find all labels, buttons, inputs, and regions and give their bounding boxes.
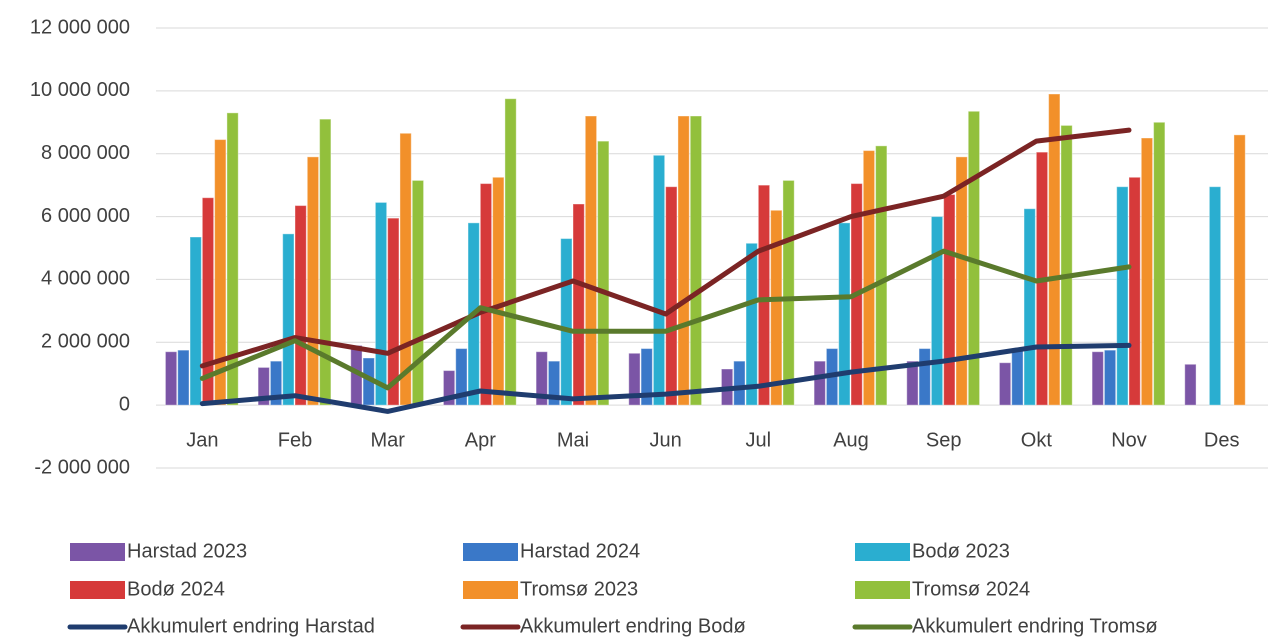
x-tick-label: Sep — [926, 429, 962, 451]
bar — [492, 176, 505, 406]
bar — [535, 351, 548, 406]
bar — [584, 115, 598, 406]
bar — [387, 217, 400, 406]
bar — [665, 186, 678, 406]
bar — [770, 209, 783, 406]
bar — [640, 348, 653, 406]
legend-label: Bodø 2023 — [912, 540, 1010, 562]
bar — [306, 156, 320, 406]
bar — [504, 98, 517, 406]
x-tick-label: Jun — [650, 429, 682, 451]
bar — [1153, 121, 1166, 406]
bar — [838, 222, 851, 406]
bar — [1233, 134, 1246, 406]
legend-swatch — [463, 543, 518, 561]
bar — [745, 242, 758, 406]
y-tick-label: 0 — [119, 393, 130, 415]
bar — [628, 352, 641, 406]
bar — [294, 205, 307, 406]
bar — [399, 132, 412, 406]
bar — [930, 216, 944, 406]
legend-label: Akkumulert endring Harstad — [127, 615, 375, 637]
bar — [572, 203, 585, 406]
y-tick-label: 12 000 000 — [30, 16, 130, 38]
bar — [189, 236, 202, 406]
y-tick-label: 8 000 000 — [41, 142, 130, 164]
legend-label: Harstad 2024 — [520, 540, 640, 562]
bar — [479, 183, 493, 406]
y-tick-label: 2 000 000 — [41, 331, 130, 353]
line — [199, 248, 1132, 391]
y-tick-label: 4 000 000 — [41, 268, 130, 290]
x-tick-label: Mai — [557, 429, 589, 451]
legend-label: Bodø 2024 — [127, 578, 225, 600]
legend-label: Tromsø 2024 — [912, 578, 1030, 600]
y-tick-label: -2 000 000 — [34, 456, 130, 478]
bar — [164, 351, 178, 406]
legend-swatch — [855, 581, 910, 599]
bar — [906, 360, 919, 406]
legend-label: Harstad 2023 — [127, 540, 247, 562]
bar — [177, 349, 190, 406]
bar — [689, 115, 703, 406]
legend-swatch — [463, 581, 518, 599]
bar — [1048, 93, 1061, 406]
line — [199, 127, 1132, 369]
bar — [411, 179, 425, 406]
x-tick-label: Feb — [278, 429, 312, 451]
x-tick-label: Okt — [1021, 429, 1053, 451]
bar — [560, 238, 573, 406]
x-tick-label: Des — [1204, 429, 1240, 451]
bar — [282, 233, 295, 406]
bar — [374, 201, 388, 406]
bar — [875, 145, 888, 406]
bar — [1103, 349, 1117, 406]
bar — [918, 348, 931, 406]
x-tick-label: Mar — [370, 429, 405, 451]
bar — [442, 370, 456, 406]
bar — [547, 360, 561, 406]
bar — [757, 184, 771, 406]
bar — [1184, 363, 1197, 406]
bar — [1140, 137, 1154, 406]
bar — [1091, 351, 1104, 406]
legend-swatch — [70, 581, 125, 599]
bar — [597, 140, 610, 406]
bar — [1023, 208, 1036, 406]
x-tick-label: Jul — [746, 429, 772, 451]
bar — [677, 115, 690, 406]
legend-label: Tromsø 2023 — [520, 578, 638, 600]
bar — [862, 150, 876, 406]
legend-label: Akkumulert endring Tromsø — [912, 615, 1158, 637]
x-tick-label: Nov — [1111, 429, 1147, 451]
bar — [782, 179, 795, 406]
line — [199, 342, 1132, 414]
legend-swatch — [70, 543, 125, 561]
bar — [998, 362, 1012, 406]
x-tick-label: Aug — [833, 429, 869, 451]
y-tick-label: 10 000 000 — [30, 79, 130, 101]
legend-label: Akkumulert endring Bodø — [520, 615, 746, 637]
bar — [943, 194, 956, 406]
bar — [319, 118, 332, 406]
bar — [813, 360, 826, 406]
legend-swatch — [855, 543, 910, 561]
bar — [955, 156, 968, 406]
bar — [1208, 186, 1222, 406]
bar — [269, 360, 283, 406]
x-tick-label: Jan — [186, 429, 218, 451]
bar — [1116, 186, 1129, 406]
bar — [1060, 124, 1073, 406]
bar — [733, 360, 746, 406]
bar — [1011, 349, 1024, 406]
y-tick-label: 6 000 000 — [41, 205, 130, 227]
bar — [226, 112, 239, 406]
bar — [214, 139, 227, 406]
bar — [455, 348, 468, 406]
bar — [257, 366, 270, 406]
x-tick-label: Apr — [465, 429, 496, 451]
bar — [1128, 176, 1141, 406]
bar — [652, 154, 666, 406]
